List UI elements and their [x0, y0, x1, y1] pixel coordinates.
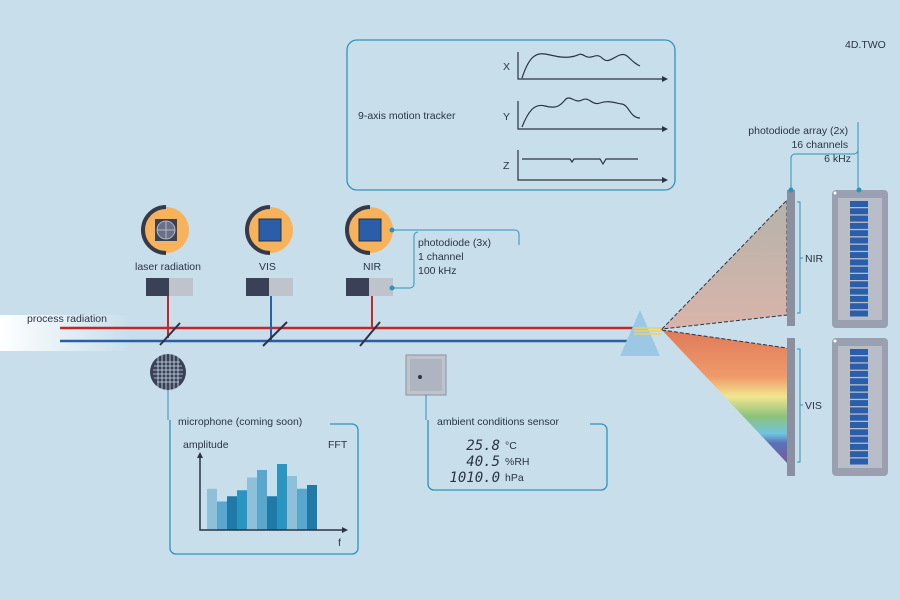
microphone-icon	[150, 354, 186, 390]
temperature-unit: °C	[505, 440, 517, 452]
photodiode-leader	[392, 229, 520, 289]
array-channel	[850, 215, 868, 222]
fft-bar	[247, 477, 257, 530]
array-channel	[850, 259, 868, 266]
axis-y-label: Y	[503, 111, 510, 123]
process-radiation-beam	[0, 315, 130, 351]
brand-logo: 4D.TWO	[845, 39, 886, 51]
array-channel	[850, 370, 868, 377]
photodiode-array-nir	[832, 190, 888, 328]
array-channel	[850, 295, 868, 302]
y-trace	[521, 97, 641, 128]
nir-detector-strip	[787, 190, 795, 326]
microphone-label: microphone (coming soon)	[178, 416, 302, 428]
fft-bar	[297, 488, 307, 530]
nir-fan	[660, 198, 788, 330]
process-radiation-label: process radiation	[27, 313, 107, 325]
photodiode-nir: NIR	[345, 205, 393, 347]
fft-bar	[267, 496, 277, 530]
photodiode-label-nir: NIR	[363, 261, 382, 273]
microphone-panel: microphone (coming soon) amplitude FFT f	[169, 416, 359, 555]
amplitude-label: amplitude	[183, 439, 229, 451]
photodiode-array-info: photodiode array (2x) 16 channels 6 kHz	[748, 125, 851, 165]
array-channel	[850, 422, 868, 428]
ambient-sensor-panel: ambient conditions sensor 25.8 °C 40.5 %…	[427, 416, 608, 491]
array-channel	[850, 414, 868, 421]
fft-label: FFT	[328, 439, 348, 451]
photodiode-label-laser: laser radiation	[135, 261, 201, 273]
pressure-unit: hPa	[505, 472, 524, 484]
photodiode-array-vis	[832, 338, 888, 476]
photodiode-info: photodiode (3x) 1 channel 100 kHz	[418, 237, 494, 277]
pressure-value: 1010.0	[449, 470, 500, 486]
array-channel	[850, 356, 868, 363]
array-channel	[850, 407, 868, 414]
array-channel	[850, 429, 868, 436]
ambient-sensor-label: ambient conditions sensor	[437, 416, 559, 428]
x-trace	[521, 53, 641, 79]
array-channel	[850, 201, 868, 207]
fft-bar	[217, 501, 227, 530]
motion-tracker-panel: 9-axis motion tracker X Y Z	[346, 39, 676, 191]
z-axis	[517, 150, 662, 181]
array-channel	[850, 222, 868, 229]
array-channel	[850, 303, 868, 310]
fft-bar	[307, 485, 317, 530]
array-channel	[850, 392, 868, 399]
fft-bar	[257, 470, 267, 530]
frequency-label: f	[338, 537, 341, 549]
array-channel	[850, 288, 868, 295]
vis-detector-strip	[787, 338, 795, 476]
fft-bar	[207, 488, 217, 530]
array-channel	[850, 385, 868, 392]
array-channel	[850, 349, 868, 355]
photodiode-label-vis: VIS	[259, 261, 276, 273]
band-label-vis: VIS	[805, 400, 822, 412]
array-channel	[850, 252, 868, 259]
array-channel	[850, 436, 868, 443]
x-axis	[517, 52, 662, 80]
array-channel	[850, 281, 868, 288]
array-channel	[850, 266, 868, 273]
array-channel	[850, 443, 868, 450]
temperature-value: 25.8	[466, 438, 500, 454]
fft-bar	[227, 496, 237, 530]
array-channel	[850, 310, 868, 317]
z-trace	[522, 158, 638, 166]
array-channel	[850, 230, 868, 237]
array-channel	[850, 378, 868, 385]
array-channel	[850, 244, 868, 251]
photodiode-laser: laser radiation	[135, 205, 201, 346]
photodiode-vis: VIS	[245, 205, 293, 347]
y-axis	[517, 101, 662, 130]
axis-x-label: X	[503, 61, 510, 73]
fft-bar	[237, 490, 247, 530]
array-channel	[850, 458, 868, 465]
array-channel	[850, 451, 868, 458]
motion-tracker-label: 9-axis motion tracker	[358, 110, 456, 122]
humidity-value: 40.5	[466, 454, 500, 470]
array-leader	[790, 122, 859, 190]
array-channel	[850, 208, 868, 215]
axis-z-label: Z	[503, 160, 510, 172]
array-channel	[850, 237, 868, 244]
humidity-unit: %RH	[505, 456, 530, 468]
fft-bar	[277, 464, 287, 530]
array-channel	[850, 274, 868, 280]
band-label-nir: NIR	[805, 253, 824, 265]
vis-fan	[662, 330, 787, 463]
fft-bar	[287, 476, 297, 530]
ambient-sensor-icon	[405, 354, 447, 396]
array-channel	[850, 400, 868, 407]
array-channel	[850, 363, 868, 370]
